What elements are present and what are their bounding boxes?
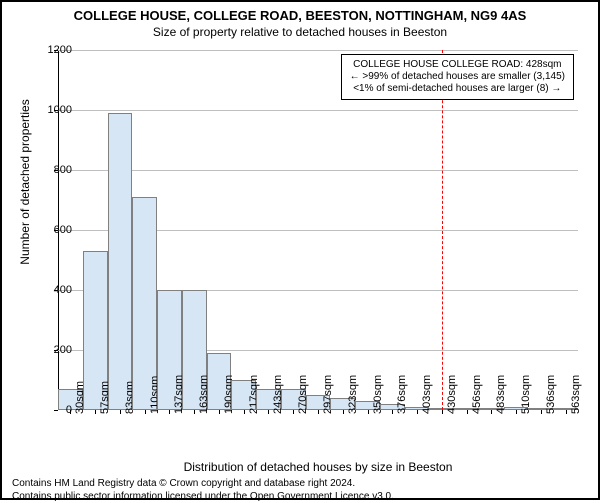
y-axis-label: Number of detached properties (18, 42, 32, 322)
x-tick-mark (516, 410, 517, 414)
annotation-line-2: ← >99% of detached houses are smaller (3… (350, 71, 565, 83)
y-tick-label: 600 (32, 224, 72, 236)
x-tick-mark (467, 410, 468, 414)
x-tick-mark (95, 410, 96, 414)
annotation-line-3: <1% of semi-detached houses are larger (… (350, 83, 565, 95)
x-tick-mark (392, 410, 393, 414)
x-tick-mark (120, 410, 121, 414)
annotation-line-1: COLLEGE HOUSE COLLEGE ROAD: 428sqm (350, 59, 565, 71)
y-gridline (58, 110, 578, 111)
y-tick-label: 0 (32, 404, 72, 416)
chart-subtitle: Size of property relative to detached ho… (2, 23, 598, 39)
annotation-box: COLLEGE HOUSE COLLEGE ROAD: 428sqm ← >99… (341, 54, 574, 100)
chart-title: COLLEGE HOUSE, COLLEGE ROAD, BEESTON, NO… (2, 2, 598, 23)
x-tick-mark (442, 410, 443, 414)
x-tick-mark (194, 410, 195, 414)
x-tick-mark (244, 410, 245, 414)
y-gridline (58, 50, 578, 51)
attribution-text: Contains HM Land Registry data © Crown c… (12, 478, 394, 503)
y-tick-label: 200 (32, 344, 72, 356)
y-gridline (58, 170, 578, 171)
y-tick-label: 800 (32, 164, 72, 176)
attribution-line-2: Contains public sector information licen… (12, 491, 394, 503)
chart-container: COLLEGE HOUSE, COLLEGE ROAD, BEESTON, NO… (0, 0, 600, 500)
histogram-bar (108, 113, 133, 410)
x-tick-mark (169, 410, 170, 414)
y-tick-label: 1200 (32, 44, 72, 56)
x-tick-mark (145, 410, 146, 414)
x-tick-mark (566, 410, 567, 414)
x-tick-mark (219, 410, 220, 414)
x-tick-mark (417, 410, 418, 414)
attribution-line-1: Contains HM Land Registry data © Crown c… (12, 478, 394, 491)
x-tick-mark (318, 410, 319, 414)
x-axis-label: Distribution of detached houses by size … (58, 460, 578, 474)
x-tick-mark (368, 410, 369, 414)
plot-area: 30sqm57sqm83sqm110sqm137sqm163sqm190sqm2… (58, 50, 578, 410)
y-tick-label: 1000 (32, 104, 72, 116)
x-tick-mark (541, 410, 542, 414)
x-tick-label: 563sqm (570, 375, 582, 414)
plot-canvas: 30sqm57sqm83sqm110sqm137sqm163sqm190sqm2… (58, 50, 578, 410)
x-tick-mark (268, 410, 269, 414)
x-tick-mark (343, 410, 344, 414)
y-tick-label: 400 (32, 284, 72, 296)
x-tick-mark (491, 410, 492, 414)
property-marker-line (442, 50, 444, 410)
x-tick-mark (293, 410, 294, 414)
